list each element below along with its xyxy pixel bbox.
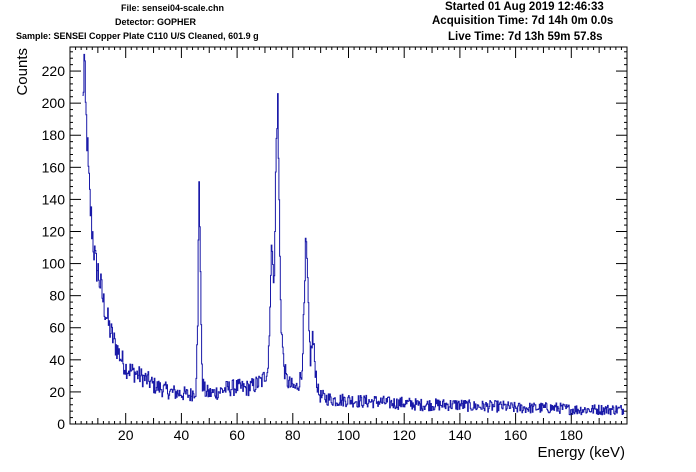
plot-frame [69, 46, 628, 425]
x-tick-label: 140 [448, 427, 472, 443]
sample-label: Sample: SENSEI Copper Plate C110 U/S Cle… [16, 31, 259, 41]
x-axis-label: Energy (keV) [537, 444, 625, 461]
y-tick-label: 80 [49, 288, 65, 304]
x-tick-label: 180 [560, 427, 584, 443]
x-tick-label: 20 [118, 427, 134, 443]
x-tick-label: 80 [285, 427, 301, 443]
y-tick-label: 160 [42, 159, 66, 175]
y-tick-label: 120 [42, 223, 66, 239]
y-tick-label: 180 [42, 127, 66, 143]
started-label: Started 01 Aug 2019 12:46:33 [445, 1, 604, 13]
y-tick-label: 0 [57, 416, 65, 432]
spectrum-series-line [82, 53, 625, 416]
y-tick-label: 200 [42, 95, 66, 111]
y-tick-label: 20 [49, 384, 65, 400]
y-tick-label: 40 [49, 352, 65, 368]
live-time-label: Live Time: 7d 13h 59m 57.8s [448, 31, 603, 43]
y-tick-label: 220 [42, 63, 66, 79]
x-tick-label: 60 [229, 427, 245, 443]
x-tick-label: 40 [174, 427, 190, 443]
y-tick-label: 100 [42, 256, 66, 272]
x-tick-label: 160 [504, 427, 528, 443]
file-label: File: sensei04-scale.chn [121, 3, 225, 13]
y-tick-label: 60 [49, 320, 65, 336]
y-axis-label: Counts [14, 48, 31, 96]
y-tick-label: 140 [42, 191, 66, 207]
detector-label: Detector: GOPHER [115, 17, 197, 27]
acquisition-time-label: Acquisition Time: 7d 14h 0m 0.0s [432, 15, 614, 27]
x-tick-label: 100 [337, 427, 361, 443]
x-tick-label: 120 [393, 427, 417, 443]
